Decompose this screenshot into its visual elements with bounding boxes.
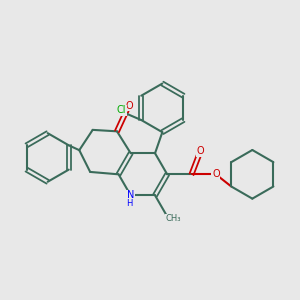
Text: CH₃: CH₃ [166,214,181,224]
Text: Cl: Cl [117,105,126,115]
Text: O: O [212,169,220,179]
Text: O: O [126,101,134,111]
Text: N: N [127,190,134,200]
Text: O: O [196,146,204,156]
Text: H: H [126,200,133,208]
